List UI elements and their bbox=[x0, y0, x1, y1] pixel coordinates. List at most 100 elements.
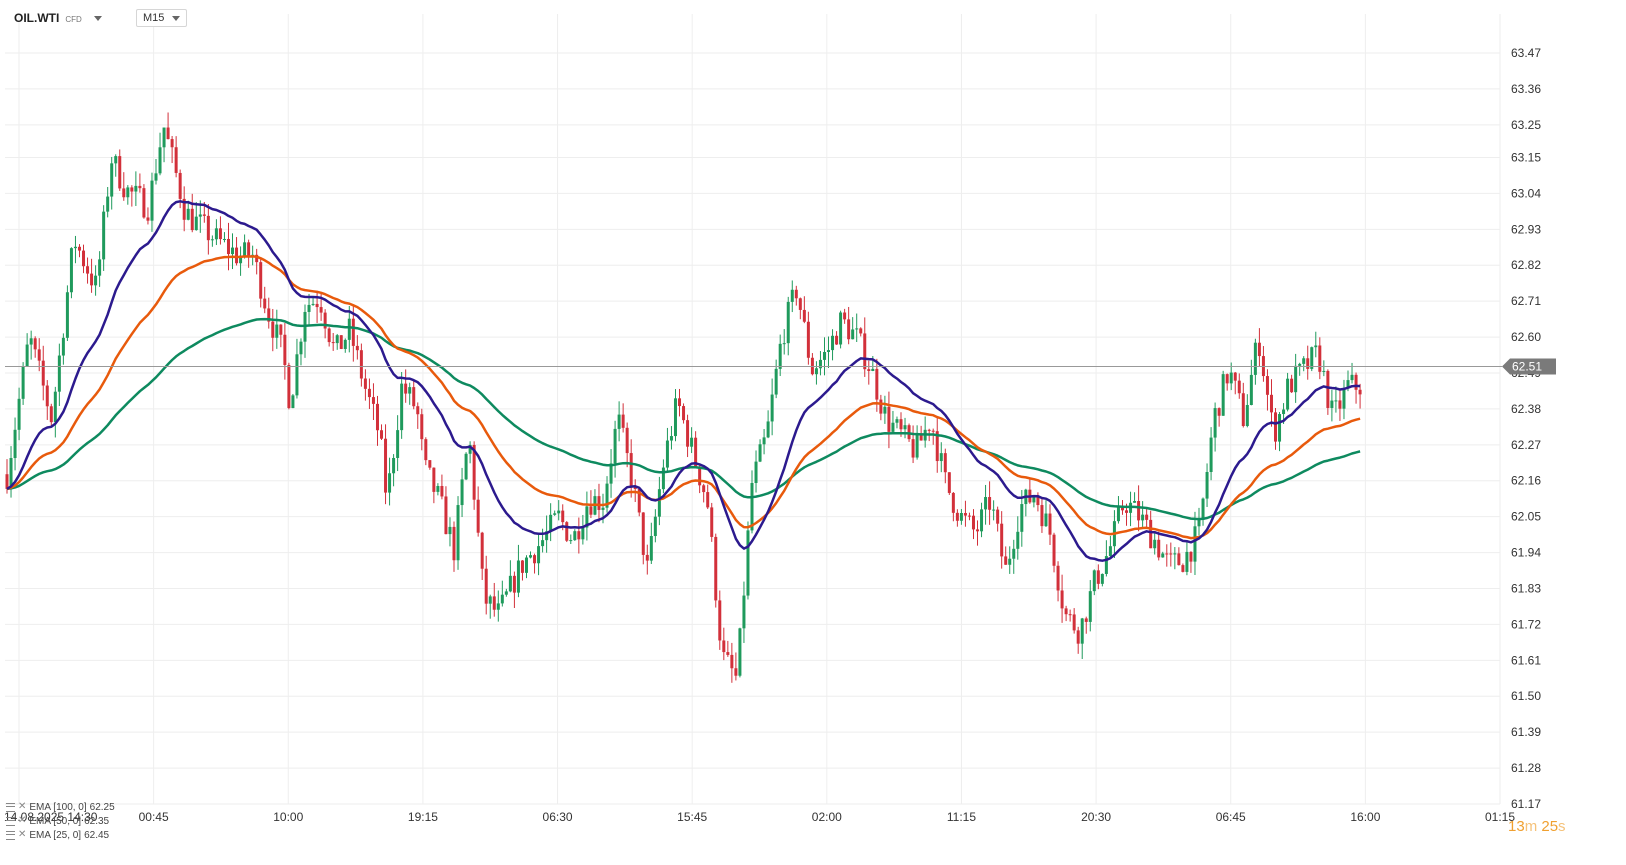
candle-body bbox=[1016, 531, 1020, 549]
timeframe-selector[interactable]: M15 bbox=[136, 9, 188, 27]
candle-body bbox=[118, 156, 122, 189]
candle-body bbox=[1233, 372, 1237, 381]
symbol-name[interactable]: OIL.WTI bbox=[14, 11, 60, 25]
candle-body bbox=[77, 246, 81, 251]
x-tick-label: 01:15 bbox=[1485, 810, 1515, 824]
candle-body bbox=[1084, 618, 1088, 622]
symbol-dropdown-chevron-down-icon[interactable] bbox=[93, 15, 102, 21]
candle-body bbox=[1306, 358, 1310, 369]
y-tick-label: 61.72 bbox=[1511, 617, 1541, 631]
candle-body bbox=[1318, 345, 1322, 372]
candle-body bbox=[569, 540, 573, 542]
candle-body bbox=[319, 307, 323, 313]
candle-body bbox=[802, 309, 806, 322]
candle-body bbox=[1253, 342, 1257, 375]
candle-body bbox=[496, 603, 500, 610]
candle-body bbox=[1205, 471, 1209, 499]
candle-body bbox=[255, 254, 259, 263]
candle-body bbox=[786, 301, 790, 344]
remove-x-icon[interactable]: ✕ bbox=[18, 829, 27, 840]
candle-body bbox=[1282, 409, 1286, 415]
candle-body bbox=[661, 467, 665, 490]
candle-body bbox=[1249, 374, 1253, 405]
remove-x-icon[interactable]: ✕ bbox=[18, 801, 27, 812]
candle-body bbox=[508, 575, 512, 592]
remove-x-icon[interactable]: ✕ bbox=[18, 815, 27, 826]
candle-body bbox=[1334, 400, 1338, 402]
candle-body bbox=[1040, 505, 1044, 527]
candle-body bbox=[746, 530, 750, 596]
candle-body bbox=[480, 532, 484, 569]
candle-body bbox=[1346, 380, 1350, 389]
y-tick-label: 62.71 bbox=[1511, 294, 1541, 308]
candle-body bbox=[653, 516, 657, 537]
y-tick-label: 61.28 bbox=[1511, 761, 1541, 775]
ema-line bbox=[6, 200, 1361, 562]
candle-body bbox=[1209, 437, 1213, 472]
candle-body bbox=[9, 458, 13, 489]
settings-lines-icon[interactable] bbox=[6, 830, 15, 840]
candle-body bbox=[126, 187, 130, 198]
y-tick-label: 63.47 bbox=[1511, 46, 1541, 60]
candle-body bbox=[758, 444, 762, 462]
candle-body bbox=[1133, 501, 1137, 503]
candle-body bbox=[41, 360, 45, 386]
candle-body bbox=[29, 338, 33, 345]
y-tick-label: 63.04 bbox=[1511, 186, 1541, 200]
time-axis: 14.08.2025 14:30 00:45 10:00 19:15 06:30 15:4… bbox=[4, 810, 1515, 824]
candle-body bbox=[839, 312, 843, 345]
candle-body bbox=[867, 369, 871, 371]
candle-body bbox=[806, 321, 810, 358]
candle-body bbox=[1286, 378, 1290, 410]
candle-body bbox=[158, 147, 162, 174]
x-tick-label: 15:45 bbox=[677, 810, 707, 824]
candle-body bbox=[174, 147, 178, 173]
y-tick-label: 61.94 bbox=[1511, 546, 1541, 560]
candle-body bbox=[476, 499, 480, 533]
candle-body bbox=[162, 127, 166, 148]
candle-body bbox=[976, 529, 980, 532]
candle-body bbox=[178, 172, 182, 199]
candle-body bbox=[146, 217, 150, 221]
settings-lines-icon[interactable] bbox=[6, 802, 15, 812]
candle-body bbox=[166, 127, 170, 140]
candle-body bbox=[1314, 345, 1318, 348]
candle-body bbox=[984, 497, 988, 510]
candle-body bbox=[488, 596, 492, 604]
candle-body bbox=[339, 335, 343, 349]
candle-body bbox=[404, 383, 408, 394]
candle-body bbox=[702, 485, 706, 493]
legend-label: EMA [50, 0] bbox=[29, 815, 82, 827]
candle-body bbox=[130, 187, 134, 192]
timer-minutes: 13 bbox=[1508, 818, 1525, 835]
candle-body bbox=[90, 273, 94, 286]
candle-body bbox=[343, 339, 347, 349]
candle-body bbox=[710, 507, 714, 537]
candle-body bbox=[871, 368, 875, 371]
candle-body bbox=[444, 496, 448, 535]
candle-body bbox=[851, 329, 855, 340]
candle-body bbox=[1145, 514, 1149, 520]
candle-body bbox=[947, 472, 951, 493]
candle-body bbox=[621, 414, 625, 428]
candle-body bbox=[307, 304, 311, 312]
candle-body bbox=[73, 246, 77, 249]
settings-lines-icon[interactable] bbox=[6, 816, 15, 826]
candle-body bbox=[778, 343, 782, 369]
candle-body bbox=[673, 398, 677, 437]
candle-body bbox=[1092, 570, 1096, 592]
candle-body bbox=[770, 394, 774, 422]
candle-body bbox=[1354, 374, 1358, 390]
candle-body bbox=[400, 383, 404, 431]
candle-body bbox=[235, 247, 239, 264]
candle-body bbox=[863, 333, 867, 370]
y-tick-label: 62.05 bbox=[1511, 510, 1541, 524]
candle-body bbox=[25, 344, 29, 367]
candle-body bbox=[295, 354, 299, 396]
candle-body bbox=[774, 368, 778, 395]
candle-body bbox=[645, 554, 649, 561]
candle-body bbox=[1265, 376, 1269, 395]
candle-body bbox=[1000, 523, 1004, 557]
candle-body bbox=[935, 431, 939, 462]
